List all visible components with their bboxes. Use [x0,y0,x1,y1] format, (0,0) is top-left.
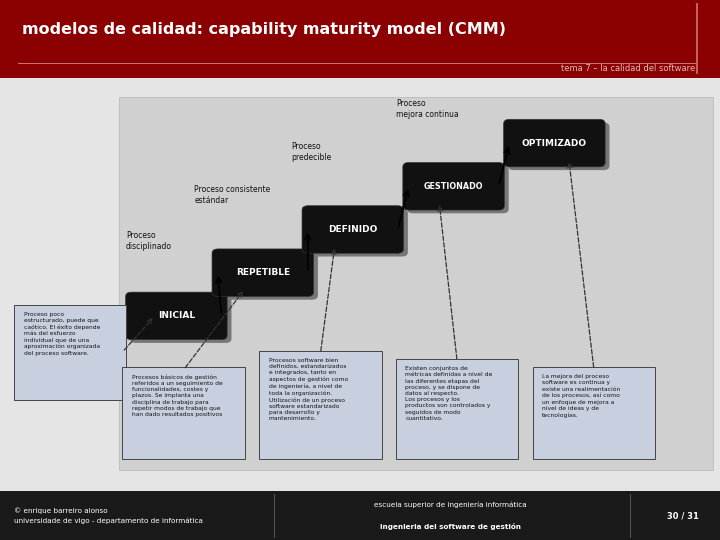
Text: DEFINIDO: DEFINIDO [328,225,377,234]
Text: Existen conjuntos de
métricas definidas a nivel de
las diferentes etapas del
pro: Existen conjuntos de métricas definidas … [405,366,492,421]
FancyBboxPatch shape [130,295,232,343]
FancyBboxPatch shape [0,78,720,151]
Text: Proceso
disciplinado: Proceso disciplinado [126,231,172,251]
Text: La mejora del proceso
software es continua y
existe una realimentación
de los pr: La mejora del proceso software es contin… [542,374,621,418]
FancyBboxPatch shape [119,97,713,470]
FancyBboxPatch shape [0,78,720,491]
Text: OPTIMIZADO: OPTIMIZADO [522,139,587,147]
Text: Procesos software bien
definidos, estandarizados
e integrados, tanto en
aspectos: Procesos software bien definidos, estand… [269,358,348,421]
Text: escuela superior de ingeniería informática: escuela superior de ingeniería informáti… [374,502,526,508]
Text: Proceso
mejora continua: Proceso mejora continua [396,99,459,119]
FancyBboxPatch shape [533,367,655,459]
Text: modelos de calidad: capability maturity model (CMM): modelos de calidad: capability maturity … [22,22,505,37]
FancyBboxPatch shape [504,119,605,167]
Text: Proceso
predecible: Proceso predecible [292,142,332,162]
Text: © enrique barreiro alonso
universidade de vigo - departamento de informática: © enrique barreiro alonso universidade d… [14,508,203,524]
Text: GESTIONADO: GESTIONADO [424,182,483,191]
FancyBboxPatch shape [403,163,504,210]
FancyBboxPatch shape [396,359,518,459]
Text: Proceso consistente
estándar: Proceso consistente estándar [194,185,271,205]
Text: ingenieria del software de gestión: ingenieria del software de gestión [379,523,521,530]
FancyBboxPatch shape [0,0,720,78]
FancyBboxPatch shape [216,252,318,300]
Text: REPETIBLE: REPETIBLE [235,268,290,277]
FancyBboxPatch shape [302,206,403,253]
FancyBboxPatch shape [508,123,609,170]
FancyBboxPatch shape [212,249,314,296]
FancyBboxPatch shape [125,292,228,340]
Text: 30 / 31: 30 / 31 [667,511,698,520]
Text: Proceso poco
estructurado, puede que
caótico. El éxito depende
más del esfuerzo
: Proceso poco estructurado, puede que caó… [24,312,100,356]
FancyBboxPatch shape [0,491,720,540]
Text: tema 7 – la calidad del software: tema 7 – la calidad del software [561,64,695,73]
FancyBboxPatch shape [259,351,382,459]
FancyBboxPatch shape [14,305,126,400]
FancyBboxPatch shape [122,367,245,459]
Text: Procesos básicos de gestión
referidos a un seguimiento de
funcionalidades, coste: Procesos básicos de gestión referidos a … [132,374,222,417]
FancyBboxPatch shape [408,166,508,213]
Text: INICIAL: INICIAL [158,312,195,320]
FancyBboxPatch shape [307,209,408,256]
